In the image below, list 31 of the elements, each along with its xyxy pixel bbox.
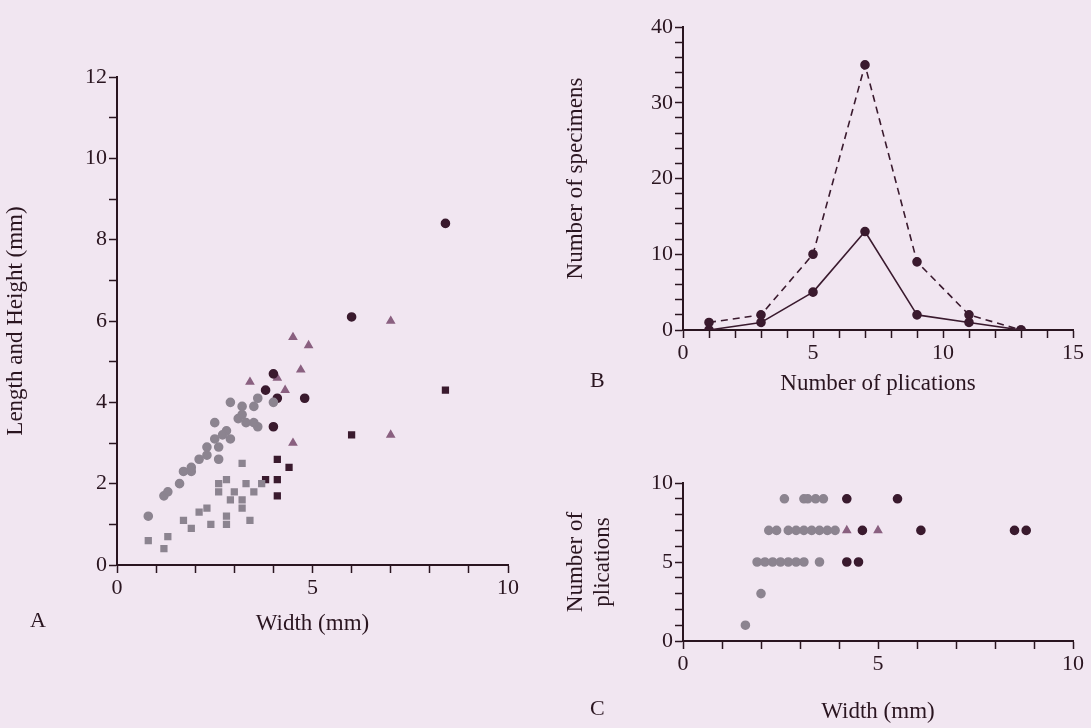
y-tick-label: 0 <box>96 550 107 576</box>
x-tick-label: 10 <box>497 573 519 599</box>
x-tick-label: 10 <box>1062 649 1084 675</box>
x-axis-title: Number of plications <box>780 370 976 396</box>
x-tick-label: 5 <box>307 573 318 599</box>
x-axis-title: Width (mm) <box>255 610 370 636</box>
y-tick-label: 40 <box>651 12 673 38</box>
x-tick-label: 15 <box>1062 338 1084 364</box>
y-tick-label: 2 <box>96 469 107 495</box>
y-tick-label: 6 <box>96 306 107 332</box>
y-tick-label: 4 <box>96 388 107 414</box>
y-tick-label: 0 <box>662 315 673 341</box>
x-tick-label: 5 <box>807 338 819 364</box>
y-axis-title: Number of specimens <box>561 77 587 280</box>
x-tick-label: 5 <box>872 649 884 675</box>
y-axis-title: Length and Height (mm) <box>1 206 27 436</box>
text: A <box>30 606 46 632</box>
y-tick-label: 20 <box>651 164 673 190</box>
text: C <box>590 694 605 720</box>
x-axis-title: Width (mm) <box>821 698 935 724</box>
y-tick-label: 10 <box>85 144 107 170</box>
y-tick-label: 8 <box>96 225 107 251</box>
y-tick-label: 5 <box>662 547 673 573</box>
y-tick-label: 12 <box>85 62 107 88</box>
y-axis-title: Number of plications <box>561 511 615 613</box>
y-tick-label: 0 <box>662 626 673 652</box>
x-tick-label: 10 <box>932 338 954 364</box>
text: B <box>590 366 605 392</box>
y-tick-label: 10 <box>651 240 673 266</box>
y-tick-label: 10 <box>651 468 673 494</box>
y-tick-label: 30 <box>651 88 673 114</box>
